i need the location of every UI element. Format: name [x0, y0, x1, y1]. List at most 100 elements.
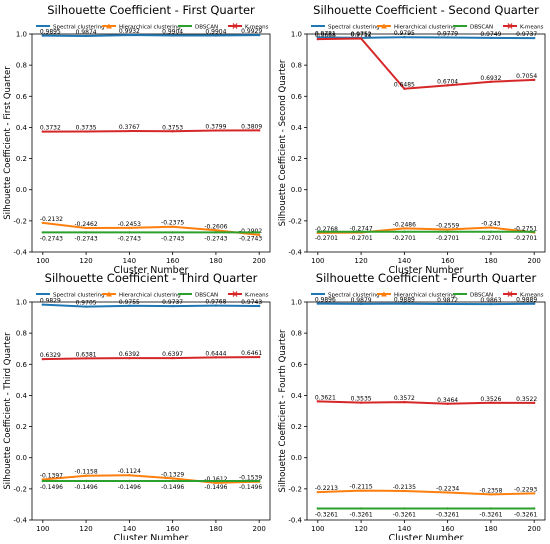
legend-label: K-means	[245, 25, 269, 31]
data-label: 0.3621	[315, 394, 336, 401]
data-point	[359, 401, 363, 404]
data-label: 0.6381	[76, 351, 97, 358]
data-label: 0.3572	[394, 395, 415, 402]
data-point	[84, 474, 88, 477]
data-point	[446, 36, 449, 39]
x-tick-label: 180	[209, 525, 222, 533]
data-label: -0.2135	[393, 484, 416, 491]
series-dbscan: -0.2701 -0.2701 -0.2701 -0.2701 -0.2701 -0.27…	[315, 230, 537, 242]
data-point	[489, 401, 493, 405]
series-line	[317, 302, 535, 306]
plot-frame	[306, 301, 546, 521]
data-label: -0.2358	[479, 487, 502, 494]
data-label: -0.3261	[315, 511, 338, 518]
data-point	[403, 227, 406, 230]
data-label: 0.9743	[241, 299, 262, 306]
legend-marker	[381, 291, 387, 297]
data-point	[257, 304, 261, 308]
data-point	[359, 489, 363, 492]
series-line	[42, 34, 260, 37]
y-tick-label: 0.6	[291, 93, 303, 101]
data-point	[257, 479, 261, 483]
data-point	[128, 33, 131, 37]
data-label: -0.2701	[315, 235, 338, 242]
data-point	[403, 87, 406, 90]
x-tick-label: 120	[354, 257, 367, 265]
chart-title: Silhouette Coefficient - Fourth Quarter	[316, 271, 537, 285]
series-spectral-clustering: 0.9829 0.9705 0.9755 0.9737 0.9768 0.9743	[40, 298, 262, 308]
legend-marker	[106, 23, 112, 29]
y-tick-label: 1.0	[16, 299, 27, 307]
data-label: -0.2462	[75, 221, 98, 228]
x-tick-label: 180	[484, 525, 497, 533]
data-label: -0.2751	[514, 226, 537, 233]
series-hierarchical-clustering: -0.2132 -0.2462 -0.2453 -0.2375 -0.2606 -0.29…	[40, 216, 262, 237]
data-label: -0.1496	[75, 484, 98, 491]
data-point	[489, 230, 493, 233]
data-label: -0.1612	[204, 476, 227, 483]
data-point	[316, 400, 320, 403]
y-tick-label: -0.4	[13, 249, 27, 257]
data-label: 0.3732	[40, 125, 61, 132]
data-point	[316, 507, 320, 510]
data-point	[403, 507, 406, 510]
data-label: 0.3535	[351, 396, 372, 403]
data-label: 0.9829	[40, 298, 61, 305]
series-k-means: 0.9668 0.9712 0.6485 0.6704 0.6932 0.7054	[315, 31, 537, 90]
legend-label: DBSCAN	[470, 293, 493, 299]
data-label: -0.1539	[239, 475, 262, 482]
data-point	[316, 302, 320, 305]
data-point	[214, 129, 218, 132]
data-label: -0.2486	[393, 221, 416, 228]
data-label: -0.3261	[514, 511, 537, 518]
data-label: -0.2701	[514, 235, 537, 242]
x-axis-label: Cluster Number	[389, 533, 464, 540]
data-point	[171, 130, 174, 133]
data-point	[403, 302, 406, 305]
data-point	[403, 489, 406, 493]
legend-label: DBSCAN	[195, 293, 218, 299]
legend-marker	[232, 23, 238, 29]
data-label: 0.3767	[119, 124, 140, 131]
data-label: 0.9781	[315, 30, 336, 37]
series-spectral-clustering: 0.9895 0.9874 0.9932 0.9904 0.9904 0.9929	[40, 28, 262, 38]
data-label: 0.9879	[351, 297, 372, 304]
series-hierarchical-clustering: -0.1397 -0.1158 -0.1124 -0.1329 -0.1612 -0.15…	[40, 468, 262, 485]
data-point	[257, 231, 261, 234]
data-label: 0.6444	[205, 350, 226, 357]
data-point	[532, 492, 536, 495]
data-label: -0.1496	[40, 484, 63, 491]
y-tick-label: 0.6	[291, 361, 303, 369]
data-point	[128, 304, 131, 308]
data-point	[257, 129, 261, 132]
data-label: -0.1397	[40, 472, 63, 479]
data-point	[359, 230, 363, 233]
data-label: 0.6461	[241, 350, 262, 357]
data-point	[532, 78, 536, 82]
data-point	[489, 36, 493, 40]
x-tick-label: 100	[311, 525, 324, 533]
data-label: -0.2559	[436, 223, 459, 230]
chart-panel-4: Silhouette Coefficient - Fourth Quarter 1…	[278, 271, 546, 544]
data-label: 0.9712	[351, 31, 372, 38]
data-point	[171, 225, 174, 228]
y-axis-label: Silhouette Coefficient - Fourth Quarter	[278, 329, 288, 492]
data-point	[84, 130, 88, 133]
data-point	[532, 401, 536, 405]
data-label: -0.3261	[393, 511, 416, 518]
x-tick-label: 160	[441, 525, 454, 533]
y-tick-label: 0.6	[16, 93, 28, 101]
data-label: 0.9872	[437, 297, 458, 304]
y-tick-label: 0.2	[291, 423, 302, 431]
y-tick-label: -0.4	[13, 517, 27, 525]
series-line	[42, 356, 260, 361]
data-point	[41, 130, 45, 133]
data-point	[41, 357, 45, 361]
data-point	[446, 84, 449, 87]
y-axis-label: Silhouette Coefficient - First Quarter	[3, 66, 13, 220]
data-point	[446, 491, 449, 494]
data-label: 0.3526	[480, 396, 501, 403]
legend-label: DBSCAN	[195, 25, 218, 31]
data-point	[489, 226, 493, 229]
